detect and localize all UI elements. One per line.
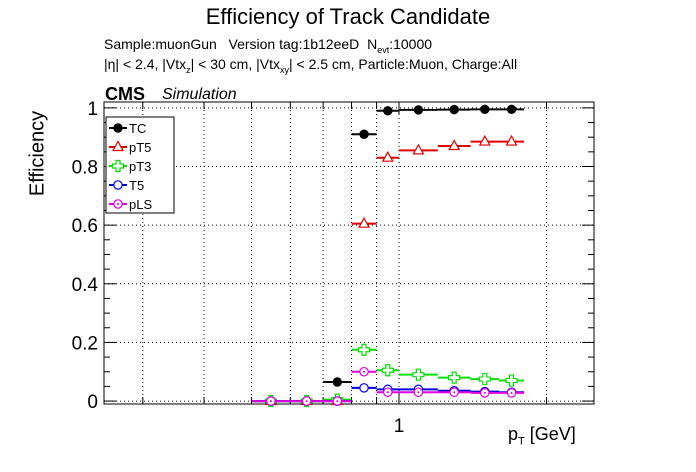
pt5-point (505, 134, 518, 146)
pt3-point (478, 372, 491, 386)
cut-vtx-z: | < 30 cm, |Vtx (190, 56, 280, 72)
y-tick-label: 1 (87, 99, 98, 120)
cut-vtx-z-sub: z (186, 64, 191, 75)
nevt-value: :10000 (389, 36, 433, 52)
legend-pls-label: pLS (129, 197, 152, 212)
pls-point-dot (363, 370, 366, 373)
pls-point-dot (386, 391, 389, 394)
simulation-label: Simulation (162, 86, 237, 103)
x-axis-label: pT [GeV] (508, 424, 576, 448)
pls-point-dot (453, 391, 456, 394)
pt3-point (381, 364, 394, 377)
tc-point (413, 105, 424, 115)
subtitle-line1: Sample:muonGun Version tag:1b12eeD Nevt:… (104, 36, 432, 55)
pls-point-dot (336, 400, 339, 403)
sample-label: Sample:muonGun (104, 36, 217, 52)
chart-title: Efficiency of Track Candidate (205, 4, 491, 29)
cut-vtx-xy-sub: xy (279, 64, 289, 75)
nevt-subscript: evt (377, 44, 390, 55)
pt5-point (358, 216, 371, 228)
tc-point (383, 106, 393, 116)
t5-point (359, 383, 369, 393)
legend-pls-marker-dot (117, 203, 119, 205)
cut-eta: |η| < 2.4, |Vtx (104, 56, 187, 72)
pt3-point (448, 371, 461, 384)
version-label: Version tag:1b12eeD (228, 36, 360, 52)
pls-point-dot (510, 391, 513, 394)
plot-frame (103, 101, 595, 405)
legend-pt5-marker (111, 140, 125, 152)
x-tick-label: 1 (394, 416, 405, 437)
pt5-point (478, 134, 491, 146)
pt3-point (505, 374, 518, 387)
legend-t5-label: T5 (129, 178, 144, 193)
y-axis-label: Efficiency (26, 110, 49, 197)
cut-rest: | < 2.5 cm, Particle:Muon, Charge:All (288, 56, 518, 72)
y-tick-label: 0.4 (72, 275, 99, 296)
legend-pt3-label: pT3 (129, 159, 151, 174)
legend-tc-marker (113, 123, 123, 133)
pls-point-dot (483, 391, 486, 394)
pls-point-dot (305, 400, 308, 403)
cms-label: CMS (105, 84, 145, 104)
legend-t5-marker (113, 180, 123, 190)
tc-point (506, 104, 517, 115)
subtitle-line2: |η| < 2.4, |Vtxz| < 30 cm, |Vtxxy| < 2.5… (104, 56, 517, 75)
pls-point-dot (417, 391, 420, 394)
tc-point (449, 104, 459, 115)
pt3-point (357, 343, 371, 356)
x-axis-label-p: p (508, 424, 519, 444)
pt5-point (412, 143, 425, 155)
legend-pt5-label: pT5 (129, 140, 151, 155)
legend-tc-label: TC (129, 121, 146, 136)
y-tick-label: 0.2 (72, 333, 98, 354)
x-axis-label-sub: T (518, 435, 525, 448)
y-tick-label: 0.8 (72, 158, 98, 179)
tc-point (332, 377, 343, 387)
tc-point (480, 104, 490, 115)
x-axis-label-unit: [GeV] (524, 424, 576, 444)
pls-point-dot (269, 400, 272, 403)
y-tick-label: 0 (87, 392, 98, 413)
pt5-point (448, 139, 461, 151)
tc-point (359, 129, 369, 139)
pt5-point (381, 150, 394, 162)
nevt-prefix: N (367, 36, 378, 52)
y-tick-label: 0.6 (72, 216, 98, 237)
pt3-point (412, 368, 425, 381)
legend-pt3-marker (111, 159, 125, 173)
